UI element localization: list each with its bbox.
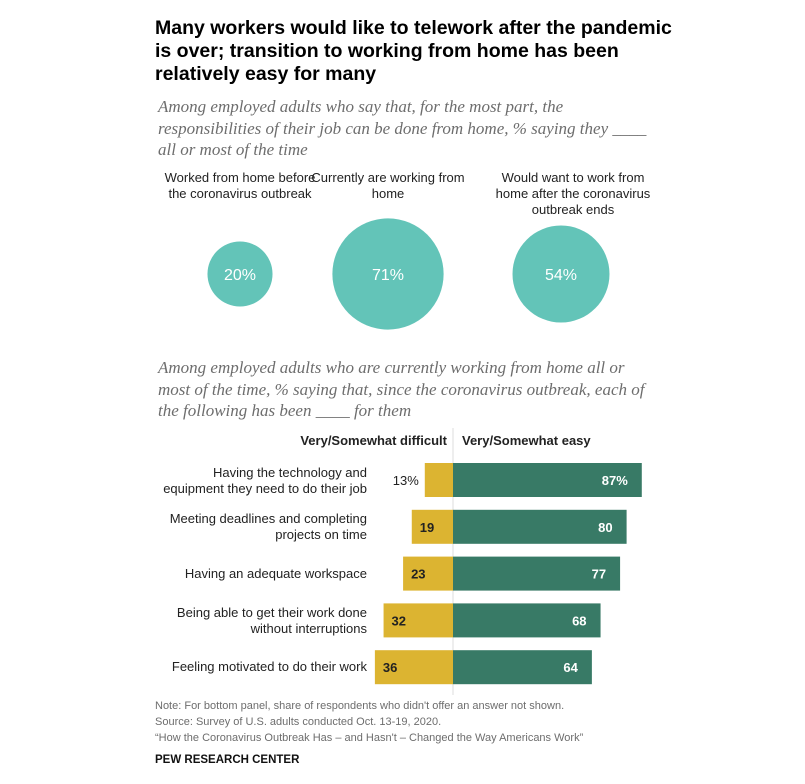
bubble: [207, 241, 273, 307]
bubble-value: 71%: [372, 267, 404, 284]
data-label-easy: 68: [572, 613, 586, 628]
row-label: Having an adequate workspace: [184, 566, 367, 581]
bubble-label: Currently are working from home: [311, 170, 465, 201]
data-label-difficult: 36: [383, 660, 397, 675]
row-label: Having the technology and equipment they…: [163, 465, 367, 496]
bar-easy: [453, 463, 642, 497]
bubble-label: Worked from home before the coronavirus …: [164, 170, 316, 201]
bar-difficult: [403, 556, 453, 591]
legend-easy: Very/Somewhat easy: [462, 433, 591, 448]
row-label: Being able to get their work done withou…: [176, 605, 367, 636]
data-label-difficult: 23: [411, 567, 425, 582]
bar-difficult: [424, 463, 453, 497]
chart-title: Many workers would like to telework afte…: [155, 17, 672, 85]
source: Source: Survey of U.S. adults conducted …: [155, 716, 442, 728]
bubble-label: Would want to work from home after the c…: [495, 170, 651, 217]
bar-easy: [453, 603, 601, 638]
bubble-value: 20%: [224, 267, 256, 284]
bar-difficult: [411, 509, 453, 544]
data-label-easy: 87%: [602, 473, 628, 488]
bar-easy: [453, 509, 627, 544]
bar-difficult: [383, 603, 453, 638]
bubble-value: 54%: [545, 267, 577, 284]
data-label-difficult: 19: [420, 520, 434, 535]
report-title: “How the Coronavirus Outbreak Has – and …: [155, 732, 584, 744]
row-label: Meeting deadlines and completing project…: [169, 511, 367, 542]
brand-logo: PEW RESEARCH CENTER: [155, 754, 300, 766]
bar-easy: [453, 556, 621, 591]
data-label-difficult: 13%: [393, 473, 419, 488]
data-label-difficult: 32: [392, 613, 406, 628]
subtitle-top: Among employed adults who say that, for …: [158, 97, 647, 159]
row-label: Feeling motivated to do their work: [171, 659, 367, 674]
note: Note: For bottom panel, share of respond…: [155, 700, 565, 712]
data-label-easy: 80: [598, 520, 612, 535]
bar-difficult: [374, 650, 453, 685]
bar-easy: [453, 650, 592, 685]
data-label-easy: 77: [592, 567, 606, 582]
bubble: [332, 218, 444, 330]
bubble: [512, 225, 610, 323]
subtitle-bottom: Among employed adults who are currently …: [158, 358, 645, 420]
legend-difficult: Very/Somewhat difficult: [300, 433, 447, 448]
data-label-easy: 64: [563, 660, 578, 675]
